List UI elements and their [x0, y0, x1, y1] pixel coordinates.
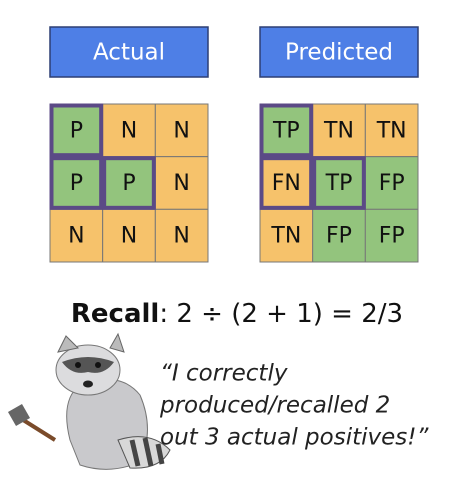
grid-cell	[259, 103, 314, 158]
grid-cell	[364, 208, 419, 263]
grid-cell	[102, 208, 156, 263]
cell-label: P	[70, 171, 83, 196]
quote: “I correctly produced/recalled 2 out 3 act…	[159, 361, 429, 451]
cell-label: TN	[376, 118, 407, 143]
cell-label: P	[122, 171, 135, 196]
cell-label: N	[68, 224, 84, 249]
raccoon	[8, 332, 171, 470]
actual-header: Actual	[93, 40, 165, 66]
cell-outline	[49, 103, 104, 158]
cell-label: TP	[272, 118, 300, 143]
predicted-header-box	[259, 26, 419, 78]
cell-outline	[312, 156, 366, 210]
cell-label: N	[173, 171, 189, 196]
cell-outline	[102, 156, 156, 210]
grid-cell	[312, 208, 366, 263]
grid-cell	[259, 208, 314, 263]
grid-cell	[364, 156, 419, 210]
cell-outline	[259, 103, 314, 158]
quote-line: out 3 actual positives!”	[160, 425, 429, 451]
cell-label: FN	[272, 171, 301, 196]
grid-cell	[364, 103, 419, 158]
cell-label: TN	[323, 118, 354, 143]
cell-outline	[259, 156, 314, 210]
cell-label: P	[70, 118, 83, 143]
cell-label: TP	[325, 171, 353, 196]
predicted-header: Predicted	[285, 40, 393, 66]
cell-label: N	[173, 224, 189, 249]
cell-label: N	[121, 224, 137, 249]
cell-label: N	[173, 118, 189, 143]
cell-label: N	[121, 118, 137, 143]
recall-label: Recall	[71, 299, 159, 329]
quote-line: “I correctly	[160, 361, 288, 387]
grids: P N N P P N N N N TP TN TN FN TP FP TN FP FP	[49, 103, 419, 263]
cell-label: FP	[379, 171, 405, 196]
cell-label: TN	[270, 224, 301, 249]
recall-formula: : 2 ÷ (2 + 1) = 2/3	[159, 299, 403, 329]
grid-cell	[49, 208, 104, 263]
actual-header-box	[49, 26, 209, 78]
cell-label: FP	[326, 224, 352, 249]
recall: Recall: 2 ÷ (2 + 1) = 2/3	[71, 299, 403, 329]
cell-outline	[49, 156, 104, 210]
grid-cell	[154, 208, 209, 263]
cell-label: FP	[379, 224, 405, 249]
quote-line: produced/recalled 2	[159, 393, 390, 419]
